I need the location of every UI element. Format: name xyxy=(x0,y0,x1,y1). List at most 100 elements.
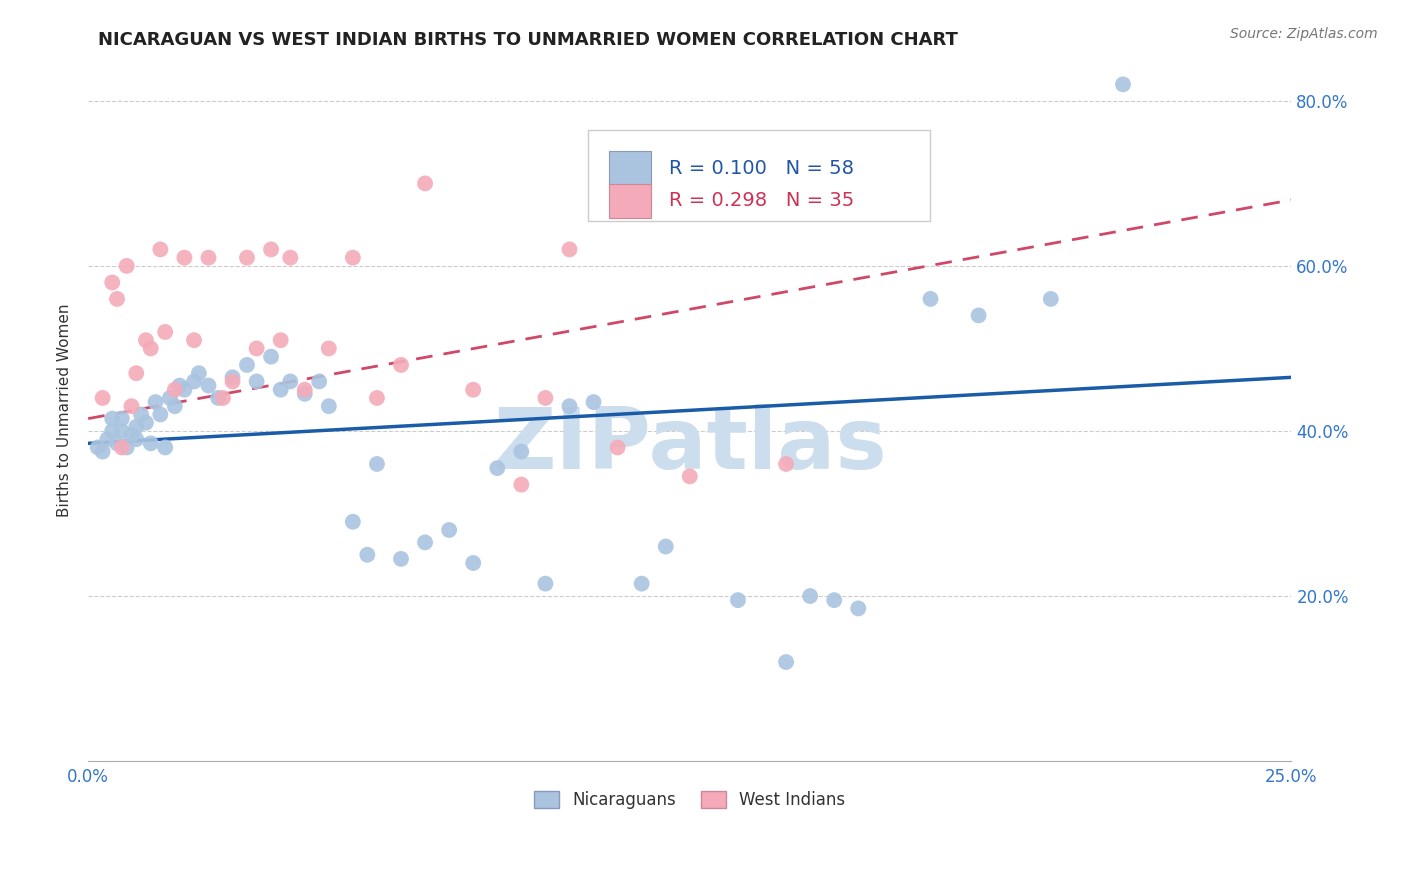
Point xyxy=(270,383,292,397)
Point xyxy=(111,441,134,455)
Point xyxy=(115,259,138,273)
Point xyxy=(654,540,676,554)
Point xyxy=(920,292,942,306)
Point xyxy=(115,441,138,455)
Point xyxy=(1112,78,1135,92)
Point xyxy=(799,589,821,603)
Point xyxy=(163,399,186,413)
Point xyxy=(558,243,581,257)
Point xyxy=(96,432,118,446)
Point xyxy=(236,358,259,372)
Point xyxy=(91,391,114,405)
Point xyxy=(413,535,436,549)
Bar xyxy=(609,152,651,185)
Point xyxy=(510,444,533,458)
Text: R = 0.298   N = 35: R = 0.298 N = 35 xyxy=(669,192,855,211)
Point xyxy=(318,399,340,413)
Text: NICARAGUAN VS WEST INDIAN BIRTHS TO UNMARRIED WOMEN CORRELATION CHART: NICARAGUAN VS WEST INDIAN BIRTHS TO UNMA… xyxy=(98,31,959,49)
Point xyxy=(356,548,378,562)
Point xyxy=(111,424,134,438)
Point xyxy=(260,243,283,257)
Point xyxy=(389,552,412,566)
Point xyxy=(318,342,340,356)
Point xyxy=(135,333,157,347)
Point xyxy=(153,441,176,455)
Point xyxy=(125,366,148,380)
Point xyxy=(212,391,235,405)
Point xyxy=(246,342,269,356)
Point xyxy=(101,411,124,425)
Point xyxy=(135,416,157,430)
Point xyxy=(129,408,152,422)
Point xyxy=(308,375,330,389)
Point xyxy=(389,358,412,372)
Point xyxy=(101,276,124,290)
Point xyxy=(486,461,509,475)
Point xyxy=(366,391,388,405)
Point xyxy=(630,576,652,591)
Text: ZIPatlas: ZIPatlas xyxy=(494,404,887,487)
Point xyxy=(163,383,186,397)
Point xyxy=(121,399,143,413)
Point xyxy=(159,391,181,405)
Point xyxy=(246,375,269,389)
Point xyxy=(236,251,259,265)
Point xyxy=(149,408,172,422)
Point xyxy=(125,420,148,434)
Point xyxy=(679,469,702,483)
Point xyxy=(366,457,388,471)
Point xyxy=(1039,292,1062,306)
Point xyxy=(197,378,219,392)
Point xyxy=(197,251,219,265)
Point xyxy=(342,515,364,529)
Point xyxy=(221,370,243,384)
Point xyxy=(145,395,167,409)
Point xyxy=(125,432,148,446)
Bar xyxy=(609,184,651,218)
Point xyxy=(221,375,243,389)
FancyBboxPatch shape xyxy=(588,129,931,221)
Point xyxy=(606,441,628,455)
Point xyxy=(121,428,143,442)
Point xyxy=(105,292,128,306)
Point xyxy=(727,593,749,607)
Point xyxy=(510,477,533,491)
Point xyxy=(260,350,283,364)
Point xyxy=(294,383,316,397)
Point xyxy=(87,441,110,455)
Point xyxy=(105,436,128,450)
Point xyxy=(278,375,301,389)
Point xyxy=(139,342,162,356)
Point xyxy=(278,251,301,265)
Point xyxy=(187,366,209,380)
Point xyxy=(173,383,195,397)
Point xyxy=(183,333,205,347)
Text: R = 0.100   N = 58: R = 0.100 N = 58 xyxy=(669,159,855,178)
Point xyxy=(413,177,436,191)
Point xyxy=(967,309,990,323)
Point xyxy=(534,576,557,591)
Point xyxy=(169,378,191,392)
Point xyxy=(558,399,581,413)
Point xyxy=(294,387,316,401)
Point xyxy=(207,391,229,405)
Point xyxy=(342,251,364,265)
Point xyxy=(139,436,162,450)
Point xyxy=(111,411,134,425)
Point xyxy=(582,395,605,409)
Point xyxy=(153,325,176,339)
Point xyxy=(173,251,195,265)
Point xyxy=(823,593,845,607)
Point xyxy=(101,424,124,438)
Point xyxy=(183,375,205,389)
Point xyxy=(775,457,797,471)
Point xyxy=(846,601,869,615)
Point xyxy=(463,556,485,570)
Y-axis label: Births to Unmarried Women: Births to Unmarried Women xyxy=(58,303,72,517)
Point xyxy=(775,655,797,669)
Text: Source: ZipAtlas.com: Source: ZipAtlas.com xyxy=(1230,27,1378,41)
Point xyxy=(534,391,557,405)
Point xyxy=(463,383,485,397)
Point xyxy=(149,243,172,257)
Point xyxy=(91,444,114,458)
